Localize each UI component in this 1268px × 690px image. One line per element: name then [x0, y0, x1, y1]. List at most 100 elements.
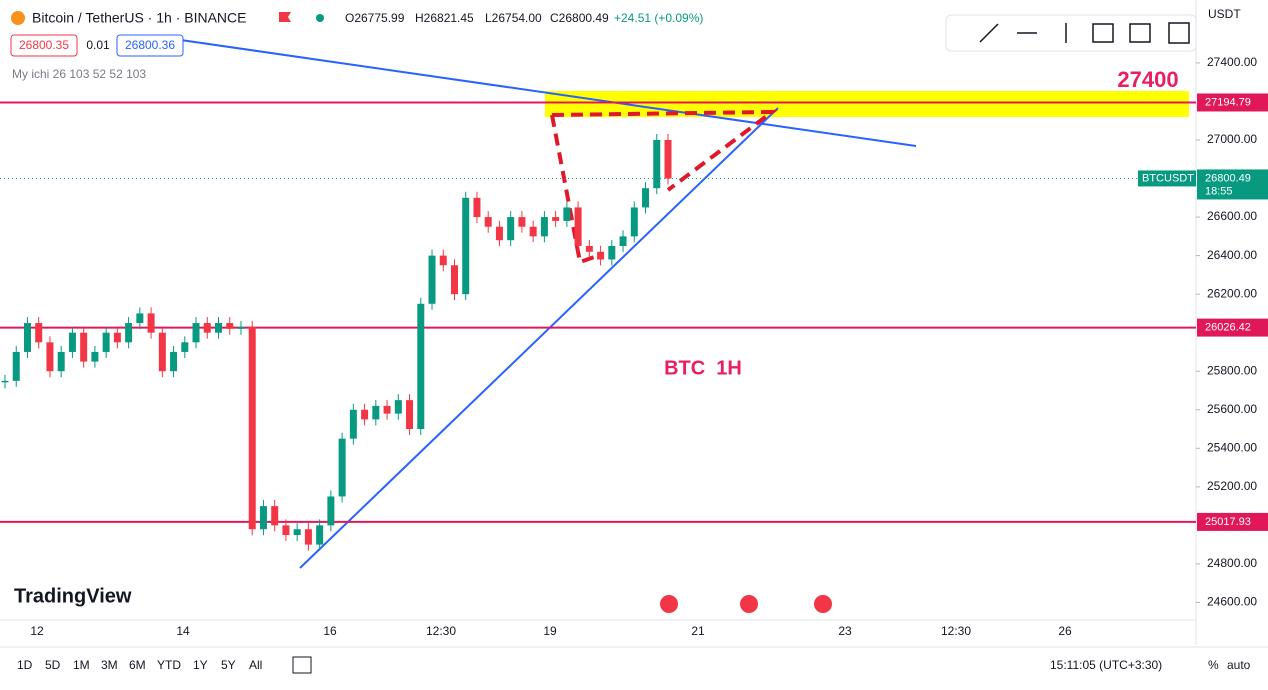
candle — [271, 506, 279, 526]
brand: TradingView — [14, 585, 132, 607]
candle — [642, 188, 650, 208]
candle — [316, 525, 324, 545]
candle — [203, 323, 211, 333]
level-label-box — [1197, 93, 1268, 112]
flag-icon — [279, 12, 291, 22]
candle — [473, 197, 481, 218]
candle — [338, 438, 346, 497]
auto-toggle[interactable]: auto — [1227, 658, 1251, 672]
buy-box[interactable] — [116, 34, 184, 57]
countdown: 18:55 — [1205, 185, 1233, 197]
candle — [462, 197, 470, 295]
candle — [282, 525, 290, 535]
time-label: 26 — [1058, 624, 1072, 638]
range-button[interactable]: 3M — [101, 658, 118, 672]
trendline-up — [299, 107, 779, 569]
candle — [529, 226, 537, 237]
candle — [23, 323, 31, 352]
price-tick-label: 25400.00 — [1207, 440, 1257, 454]
currency[interactable]: USDT — [1208, 7, 1241, 21]
range-button[interactable]: All — [249, 658, 262, 672]
candle — [518, 217, 526, 227]
candle — [46, 342, 54, 372]
candle — [113, 332, 121, 343]
candle — [664, 140, 672, 179]
annotation-title: BTC 1H — [664, 357, 742, 379]
buy-price: 26800.36 — [125, 38, 175, 52]
candle — [170, 351, 178, 372]
time-label: 14 — [176, 624, 190, 638]
sell-box[interactable] — [10, 34, 78, 57]
trendline-down — [159, 36, 917, 147]
range-button[interactable]: 1Y — [193, 658, 208, 672]
range-button[interactable]: 5D — [45, 658, 61, 672]
price-tick-label: 25800.00 — [1207, 363, 1257, 377]
coin-icon — [11, 11, 25, 25]
candle — [259, 506, 267, 530]
price-tick-label: 24600.00 — [1207, 595, 1257, 609]
candle — [215, 323, 223, 333]
range-button[interactable]: 6M — [129, 658, 146, 672]
last-price-label: 26800.49 — [1205, 172, 1251, 184]
time-label: 19 — [543, 624, 557, 638]
candle — [417, 303, 425, 430]
level-label: 27194.79 — [1205, 96, 1251, 108]
candle — [585, 245, 593, 252]
candle — [507, 217, 515, 241]
toolbar-icons[interactable] — [979, 22, 1190, 44]
range-button[interactable]: 1M — [73, 658, 90, 672]
event-icons[interactable] — [660, 595, 832, 613]
candle — [372, 405, 380, 420]
candle — [304, 529, 312, 545]
price-tick-label: 26200.00 — [1207, 286, 1257, 300]
change: +24.51 (+0.09%) — [614, 11, 703, 25]
candle — [428, 255, 436, 304]
triangle-pattern — [550, 109, 779, 265]
sell-price: 26800.35 — [19, 38, 69, 52]
candle — [361, 409, 369, 420]
price-tick-label: 24800.00 — [1207, 556, 1257, 570]
time-label: 16 — [323, 624, 337, 638]
range-button[interactable]: 1D — [17, 658, 33, 672]
candle — [450, 265, 458, 295]
candle — [540, 217, 548, 237]
candle — [136, 313, 144, 324]
candle — [1, 380, 9, 383]
range-button[interactable]: YTD — [157, 658, 181, 672]
clock: 15:11:05 (UTC+3:30) — [1050, 658, 1162, 672]
time-label: 12:30 — [941, 624, 971, 638]
candle — [68, 332, 76, 352]
symbol-tag-label: BTCUSDT — [1142, 172, 1194, 184]
candle — [158, 332, 166, 372]
ohlc-close: C26800.49 — [550, 11, 609, 25]
price-tick-label: 25200.00 — [1207, 479, 1257, 493]
candle — [608, 245, 616, 260]
candle — [653, 140, 661, 189]
symbol: Bitcoin / TetherUS · 1h · BINANCE — [32, 10, 246, 26]
candle — [147, 313, 155, 333]
date-range-icon[interactable] — [292, 656, 312, 674]
price-tick-label: 26400.00 — [1207, 248, 1257, 262]
candle — [80, 332, 88, 362]
candle — [125, 323, 133, 343]
range-button[interactable]: 5Y — [221, 658, 236, 672]
candle — [192, 323, 200, 343]
candle — [597, 251, 605, 260]
indicator-label: My ichi 26 103 52 52 103 — [12, 67, 146, 81]
percent-toggle[interactable]: % — [1208, 658, 1219, 672]
candle — [327, 496, 335, 526]
price-tick-label: 25600.00 — [1207, 402, 1257, 416]
candle — [248, 326, 256, 530]
candle — [293, 529, 301, 535]
status-dot — [316, 14, 324, 22]
resistance-zone — [545, 91, 1189, 117]
last-price-box — [1197, 169, 1268, 200]
candle — [406, 400, 414, 430]
candle — [35, 323, 43, 343]
symbol-tag — [1138, 170, 1196, 187]
ohlc-open: O26775.99 — [345, 11, 405, 25]
candle — [552, 217, 560, 221]
price-tick-label: 27400.00 — [1207, 55, 1257, 69]
candle — [484, 217, 492, 227]
